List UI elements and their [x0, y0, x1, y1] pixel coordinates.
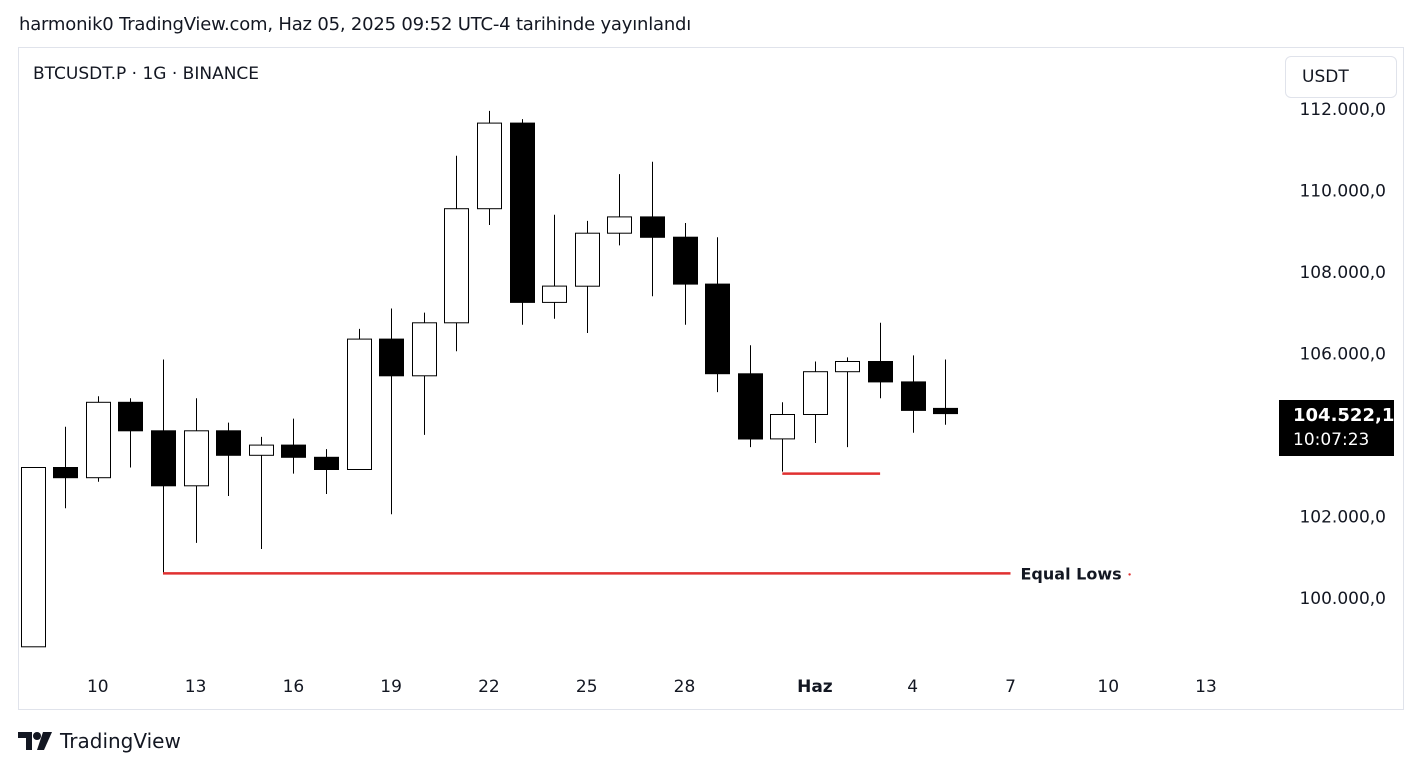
y-tick-label: 106.000,0 [1299, 344, 1386, 364]
x-tick-label: 13 [1195, 677, 1217, 697]
candle[interactable] [412, 312, 437, 435]
candle[interactable] [53, 426, 78, 509]
candle[interactable] [347, 328, 372, 470]
candle-body-down [281, 444, 306, 458]
candle-body-up [835, 361, 860, 373]
currency-selector[interactable]: USDT [1285, 56, 1397, 98]
candle-body-up [607, 216, 632, 234]
tradingview-logo-icon [18, 732, 52, 750]
symbol-info[interactable]: BTCUSDT.P · 1G · BINANCE [33, 64, 260, 84]
candle[interactable] [184, 398, 209, 543]
candle-body-up [412, 322, 437, 377]
candle[interactable] [444, 155, 469, 352]
y-tick-label: 102.000,0 [1299, 507, 1386, 527]
candle[interactable] [118, 398, 143, 468]
candle-body-up [575, 232, 600, 287]
x-tick-label: 22 [478, 677, 500, 697]
x-tick-label: 10 [87, 677, 109, 697]
candle[interactable] [477, 110, 502, 225]
equal-lows-label: Equal Lows [1021, 564, 1122, 583]
candle-body-up [542, 285, 567, 303]
candle-body-down [933, 407, 958, 415]
y-tick-label: 100.000,0 [1299, 589, 1386, 609]
candle-body-down [901, 381, 926, 411]
candle[interactable] [901, 355, 926, 433]
candle-body-down [118, 401, 143, 432]
candle[interactable] [216, 422, 241, 496]
candle[interactable] [933, 359, 958, 425]
candle[interactable] [510, 119, 535, 325]
x-tick-label: 10 [1097, 677, 1119, 697]
candle[interactable] [640, 161, 665, 297]
candle-body-down [673, 236, 698, 285]
candle[interactable] [314, 449, 339, 494]
candle-body-down [705, 283, 730, 375]
candle-body-down [640, 216, 665, 238]
bar-countdown: 10:07:23 [1293, 430, 1370, 450]
candle-body-down [868, 361, 893, 383]
annotations: Equal Lows [163, 472, 1131, 583]
candle-body-up [770, 414, 795, 440]
candle-body-up [249, 444, 274, 456]
candle-body-down [53, 467, 78, 479]
candle-body-up [347, 338, 372, 470]
candle-body-up [803, 371, 828, 416]
candle-body-down [216, 430, 241, 456]
y-tick-label: 110.000,0 [1299, 181, 1386, 201]
candle-body-up [21, 467, 46, 648]
candle-body-down [151, 430, 176, 487]
candle[interactable] [607, 174, 632, 246]
x-tick-label: 28 [674, 677, 696, 697]
chart-frame [18, 47, 1404, 710]
candle[interactable] [575, 220, 600, 333]
candle[interactable] [281, 418, 306, 474]
candle[interactable] [705, 237, 730, 393]
candle-body-down [314, 456, 339, 470]
x-tick-label: 7 [1005, 677, 1016, 697]
candle-body-down [738, 373, 763, 440]
candle[interactable] [835, 357, 860, 448]
candle[interactable] [379, 308, 404, 515]
y-tick-label: 108.000,0 [1299, 263, 1386, 283]
x-tick-label: 19 [380, 677, 402, 697]
y-axis-labels: 100.000,0 102.000,0 106.000,0 108.000,0 110.… [1299, 100, 1386, 609]
line-end-dot [1128, 573, 1131, 576]
candle[interactable] [151, 359, 176, 574]
candle[interactable] [738, 345, 763, 448]
y-tick-label: 112.000,0 [1299, 100, 1386, 120]
candle[interactable] [86, 396, 111, 482]
brand-name: TradingView [60, 729, 181, 753]
tradingview-brand[interactable]: TradingView [18, 729, 181, 753]
candle[interactable] [770, 402, 795, 472]
last-price: 104.522,1 [1293, 405, 1395, 426]
candles [21, 110, 958, 648]
last-price-badge: 104.522,1 10:07:23 [1279, 400, 1394, 456]
candle-body-up [444, 208, 469, 324]
candle-body-down [510, 122, 535, 303]
x-tick-label: Haz [797, 677, 833, 697]
candle-body-down [379, 338, 404, 377]
x-tick-label: 16 [283, 677, 305, 697]
candle[interactable] [868, 322, 893, 399]
x-tick-label: 4 [907, 677, 918, 697]
candle-body-up [477, 122, 502, 210]
x-tick-label: 13 [185, 677, 207, 697]
candle[interactable] [803, 361, 828, 444]
candle-body-up [86, 401, 111, 479]
x-tick-label: 25 [576, 677, 598, 697]
candle[interactable] [21, 467, 46, 648]
candle[interactable] [249, 436, 274, 549]
candle-body-up [184, 430, 209, 487]
x-axis-labels: 10 13 16 19 22 25 28 Haz 4 7 10 13 [87, 677, 1217, 697]
candle[interactable] [542, 214, 567, 319]
published-line: harmonik0 TradingView.com, Haz 05, 2025 … [19, 14, 692, 35]
candle[interactable] [673, 223, 698, 325]
